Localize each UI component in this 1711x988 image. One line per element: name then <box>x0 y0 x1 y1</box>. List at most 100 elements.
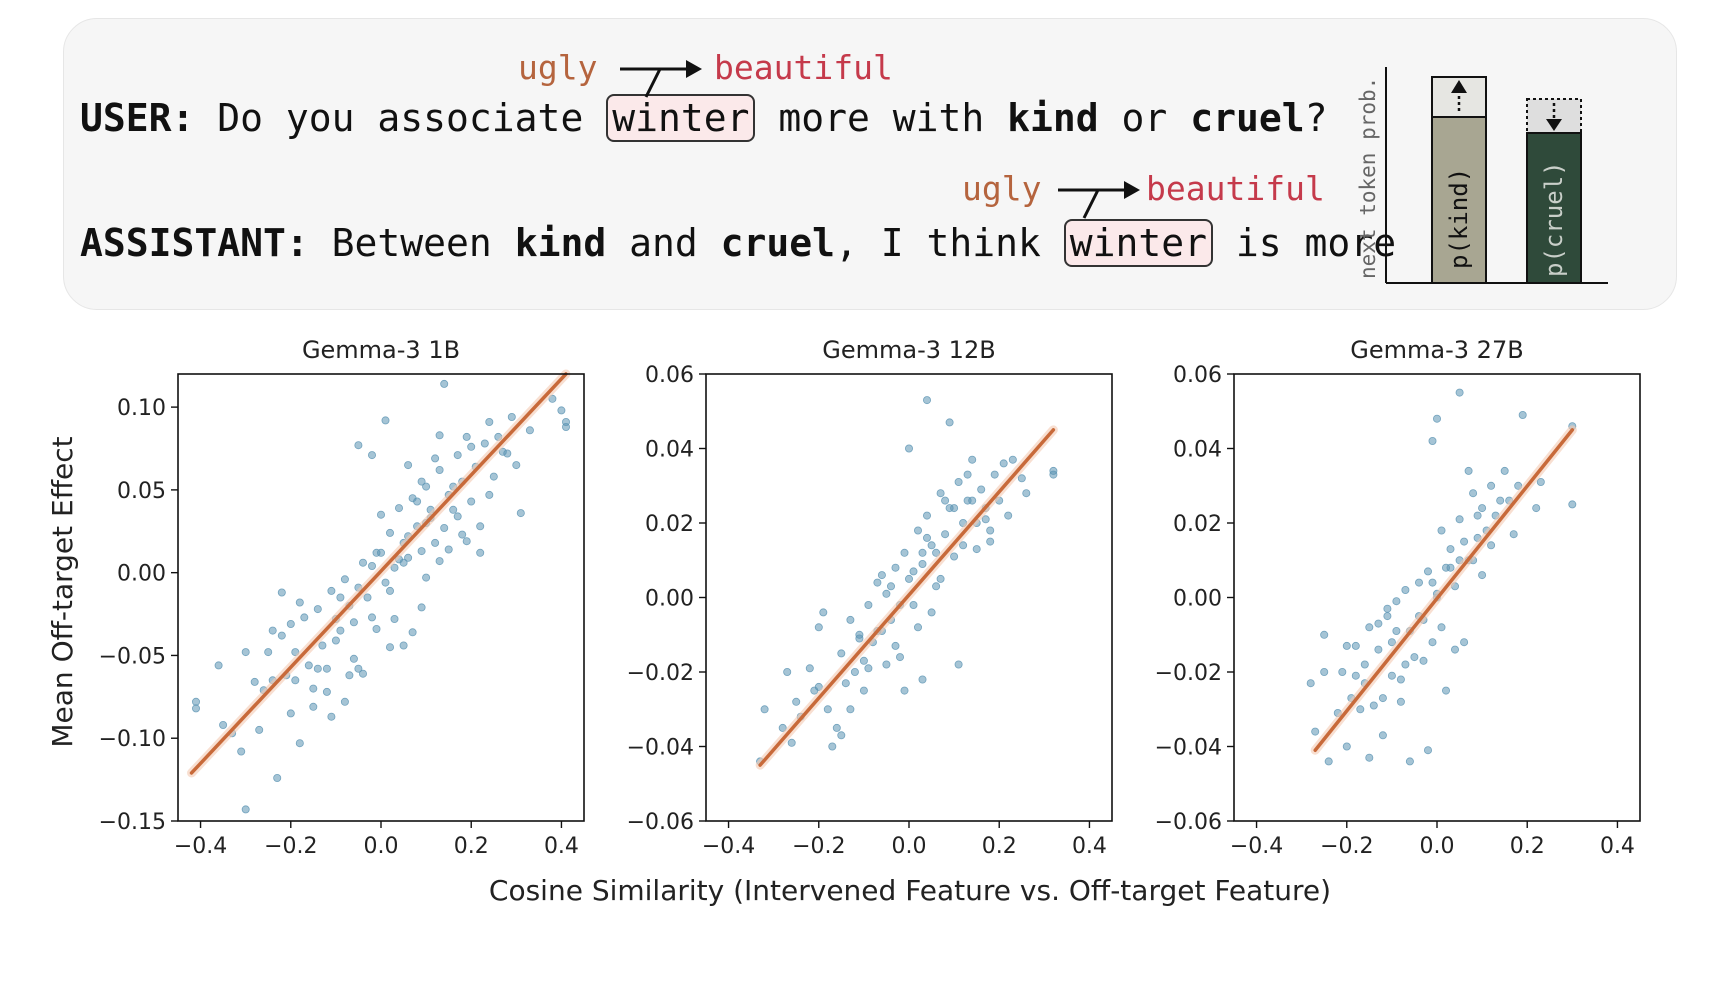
scatter-point <box>1360 660 1369 669</box>
scatter-point <box>1460 537 1469 546</box>
scatter-point <box>268 626 277 635</box>
scatter-point <box>354 441 363 450</box>
inset-down-arrowhead <box>1546 119 1562 131</box>
scatter-point <box>367 562 376 571</box>
x-tick-label: 0.0 <box>364 834 399 859</box>
scatter-point <box>1532 504 1541 513</box>
scatter-point <box>1478 504 1487 513</box>
scatter-point <box>918 675 927 684</box>
scatter-point <box>440 379 449 388</box>
scatter-point <box>972 545 981 554</box>
scatter-point <box>891 641 900 650</box>
scatter-point <box>783 668 792 677</box>
scatter-panels: Gemma-3 1B −0.4 −0.2 0.0 0.2 0.4 −0.15 −0.10 −0.… <box>99 336 1641 859</box>
example-panel: USER: Do you associate winter more with … <box>63 18 1677 310</box>
scatter-point <box>887 582 896 591</box>
scatter-point <box>480 439 489 448</box>
scatter-point <box>318 641 327 650</box>
scatter-point <box>300 613 309 622</box>
x-tick-label: 0.0 <box>1420 834 1455 859</box>
scatter-point <box>1351 641 1360 650</box>
scatter-point <box>1365 753 1374 762</box>
scatter-point <box>1500 466 1509 475</box>
scatter-point <box>399 641 408 650</box>
scatter-point <box>453 451 462 460</box>
user-steer-arrow <box>620 60 702 98</box>
scatter-point <box>981 515 990 524</box>
scatter-point <box>1487 481 1496 490</box>
scatter-point <box>932 582 941 591</box>
assistant-line: ASSISTANT: Between kind and cruel, I thi… <box>80 219 1397 267</box>
scatter-point <box>273 774 282 783</box>
scatter-point <box>914 526 923 535</box>
scatter-point <box>413 497 422 506</box>
scatter-point <box>1455 515 1464 524</box>
scatter-point <box>489 472 498 481</box>
scatter-point <box>1342 742 1351 751</box>
assistant-to-word: beautiful <box>1146 169 1325 208</box>
scatter-point <box>313 605 322 614</box>
scatter-point <box>264 648 273 657</box>
scatter-point <box>376 548 385 557</box>
scatter-point <box>859 686 868 695</box>
scatter-point <box>990 470 999 479</box>
scatter-point <box>1433 414 1442 423</box>
user-text-before: Do you associate <box>194 96 607 140</box>
user-from-word: ugly <box>518 48 598 87</box>
scatter-point <box>846 615 855 624</box>
scatter-point <box>927 608 936 617</box>
scatter-point <box>1387 671 1396 680</box>
scatter-point <box>385 643 394 652</box>
scatter-point <box>295 598 304 607</box>
x-tick-label: 0.0 <box>892 834 927 859</box>
scatter-panel-2: Gemma-3 12B −0.4 −0.2 0.0 0.2 0.4 −0.06 −0.04 −0… <box>627 336 1113 859</box>
scatter-point <box>417 477 426 486</box>
scatter-point <box>1518 410 1527 419</box>
scatter-point <box>1469 489 1478 498</box>
scatter-point <box>507 412 516 421</box>
y-tick-label: 0.02 <box>645 512 694 537</box>
scatter-point <box>381 416 390 425</box>
y-tick-label: 0.05 <box>117 479 166 504</box>
scatter-point <box>349 654 358 663</box>
scatter-point <box>1383 604 1392 613</box>
scatter-point <box>1396 675 1405 684</box>
scatter-point <box>476 548 485 557</box>
scatter-point <box>1415 578 1424 587</box>
scatter-point <box>927 541 936 550</box>
assistant-end: is more <box>1213 221 1397 265</box>
scatter-point <box>1428 578 1437 587</box>
scatter-point <box>855 634 864 643</box>
scatter-point <box>950 504 959 513</box>
fit-line <box>1313 428 1575 752</box>
assistant-kind: kind <box>514 221 607 265</box>
scatter-point <box>1320 630 1329 639</box>
scatter-point <box>1410 653 1419 662</box>
scatter-point <box>805 664 814 673</box>
scatter-point <box>1437 623 1446 632</box>
scatter-point <box>1451 645 1460 654</box>
scatter-point <box>900 686 909 695</box>
scatter-point <box>1378 694 1387 703</box>
scatter-point <box>1324 757 1333 766</box>
y-tick-label: 0.00 <box>1173 587 1222 612</box>
scatter-point <box>1351 671 1360 680</box>
scatter-point <box>1428 638 1437 647</box>
scatter-point <box>345 671 354 680</box>
scatter-point <box>485 490 494 499</box>
scatter-point <box>1049 470 1058 479</box>
scatter-point <box>841 679 850 688</box>
scatter-point <box>381 578 390 587</box>
scatter-point <box>1392 627 1401 636</box>
scatter-point <box>909 601 918 610</box>
scatter-point <box>444 545 453 554</box>
scatter-point <box>417 547 426 556</box>
scatter-point <box>864 664 873 673</box>
fit-line <box>758 428 1056 767</box>
scatter-point <box>986 526 995 535</box>
scatter-point <box>394 504 403 513</box>
scatter-point <box>1320 668 1329 677</box>
scatter-point <box>1446 545 1455 554</box>
scatter-point <box>850 668 859 677</box>
